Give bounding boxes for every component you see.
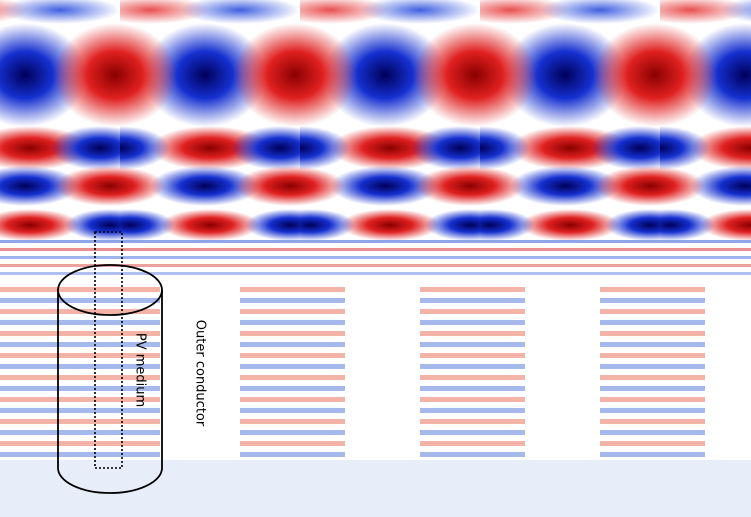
pv-medium-label: PV medium <box>133 333 148 407</box>
outer-conductor-label: Outer conductor <box>193 320 208 427</box>
field-columns <box>0 285 705 460</box>
field-top <box>0 0 751 285</box>
field-figure: PV medium Outer conductor <box>0 0 751 517</box>
